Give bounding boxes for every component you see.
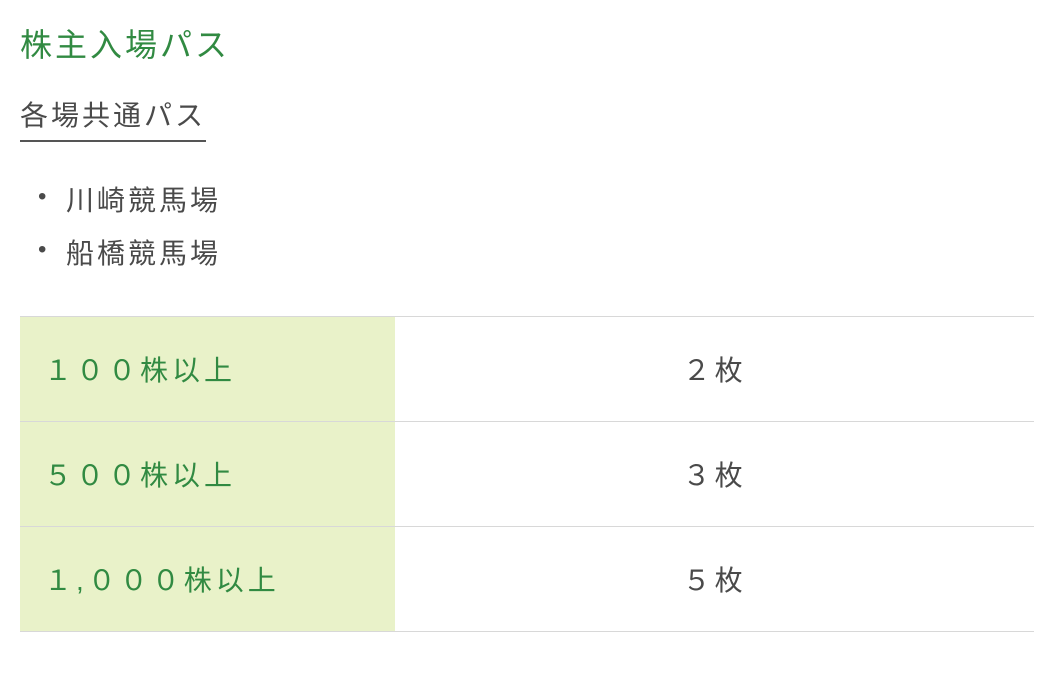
tier-value: ５枚 — [395, 527, 1034, 632]
tier-label: ５００株以上 — [20, 422, 395, 527]
tier-label: １００株以上 — [20, 317, 395, 422]
main-heading: 株主入場パス — [20, 20, 1034, 66]
tier-value: ３枚 — [395, 422, 1034, 527]
share-tier-table: １００株以上 ２枚 ５００株以上 ３枚 １,０００株以上 ５枚 — [20, 316, 1034, 632]
list-item: 川崎競馬場 — [38, 174, 1034, 227]
sub-heading: 各場共通パス — [20, 94, 206, 142]
venue-list: 川崎競馬場 船橋競馬場 — [38, 174, 1034, 280]
table-row: １,０００株以上 ５枚 — [20, 527, 1034, 632]
table-row: ５００株以上 ３枚 — [20, 422, 1034, 527]
tier-label: １,０００株以上 — [20, 527, 395, 632]
list-item: 船橋競馬場 — [38, 227, 1034, 280]
table-row: １００株以上 ２枚 — [20, 317, 1034, 422]
tier-value: ２枚 — [395, 317, 1034, 422]
